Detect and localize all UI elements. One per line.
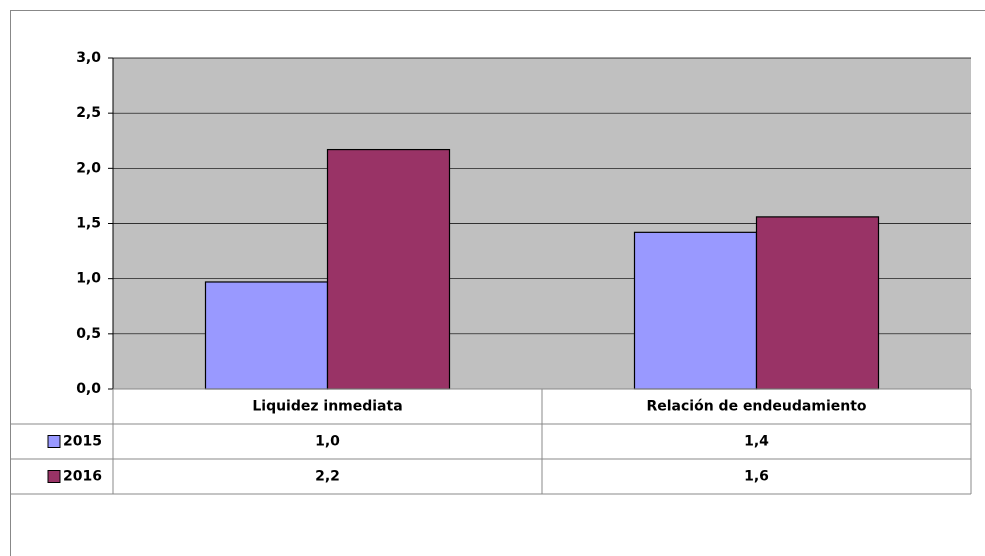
y-tick-label: 1,0 [76, 271, 101, 287]
bar [755, 216, 880, 390]
y-tick-label: 2,0 [76, 160, 101, 176]
data-label: 1,6 [744, 469, 769, 485]
legend-label: 2015 [63, 434, 102, 450]
data-label: 1,0 [315, 434, 340, 450]
y-tick-label: 0,0 [76, 381, 101, 397]
x-tick-label: Relación de endeudamiento [646, 399, 866, 415]
bar [204, 281, 329, 390]
bar [633, 231, 758, 390]
y-tick-label: 1,5 [76, 216, 101, 232]
data-label: 2,2 [315, 469, 340, 485]
data-label: 1,4 [744, 434, 769, 450]
legend-label: 2016 [63, 469, 102, 485]
bar [326, 148, 451, 390]
legend-key [47, 470, 61, 483]
y-tick-label: 3,0 [76, 50, 101, 66]
legend-key [47, 435, 61, 448]
y-tick-label: 0,5 [76, 326, 101, 342]
x-tick-label: Liquidez inmediata [252, 399, 402, 415]
y-tick-label: 2,5 [76, 105, 101, 121]
